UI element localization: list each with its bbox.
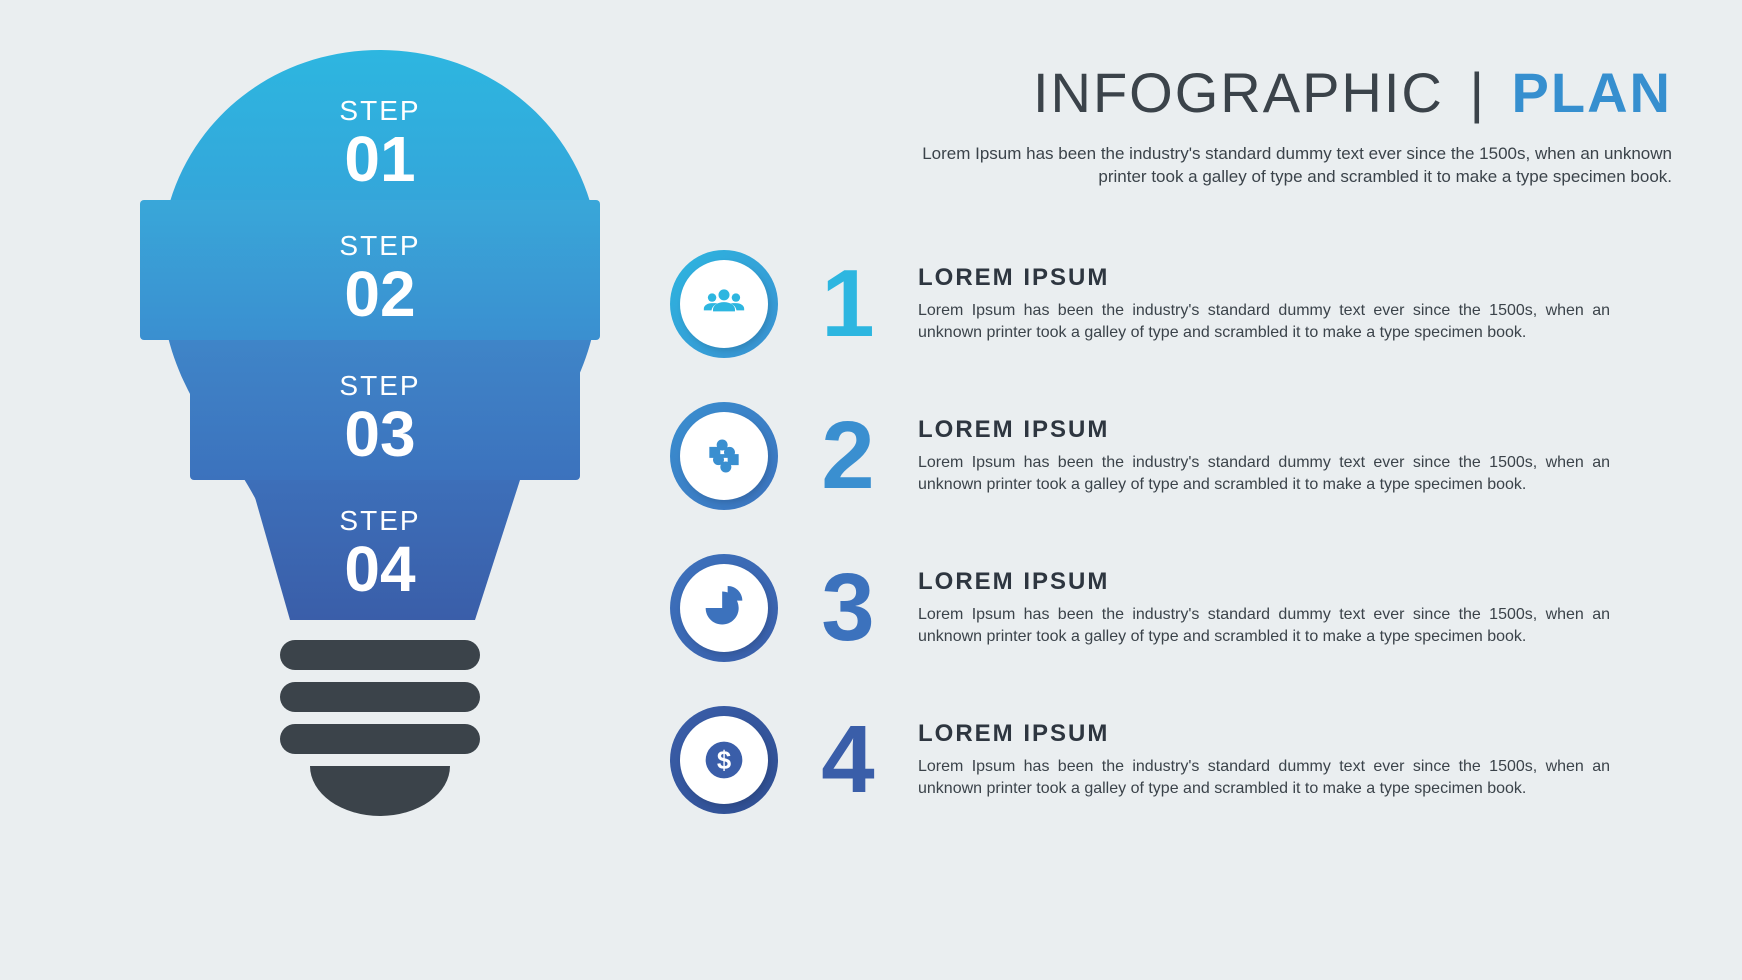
item-body: Lorem Ipsum has been the industry's stan… [918, 300, 1610, 343]
items-list: 1 LOREM IPSUM Lorem Ipsum has been the i… [670, 230, 1670, 838]
title-part1: INFOGRAPHIC [1033, 61, 1444, 124]
item-number: 3 [778, 560, 918, 656]
item-number: 2 [778, 408, 918, 504]
bulb-segment-4-label: STEP 04 [140, 505, 620, 601]
title-part2: PLAN [1512, 61, 1672, 124]
item-text: LOREM IPSUM Lorem Ipsum has been the ind… [918, 264, 1670, 343]
item-heading: LOREM IPSUM [918, 416, 1610, 444]
item-number: 1 [778, 256, 918, 352]
item-heading: LOREM IPSUM [918, 264, 1610, 292]
bulb-segment-1-label: STEP 01 [140, 95, 620, 191]
list-item: 3 LOREM IPSUM Lorem Ipsum has been the i… [670, 534, 1670, 682]
pie-chart-icon [702, 586, 746, 630]
segment-number: 01 [140, 127, 620, 191]
bulb-segment-2-label: STEP 02 [140, 230, 620, 326]
item-text: LOREM IPSUM Lorem Ipsum has been the ind… [918, 416, 1670, 495]
item-heading: LOREM IPSUM [918, 720, 1610, 748]
page-title: INFOGRAPHIC | PLAN [922, 60, 1672, 125]
dollar-icon: $ [702, 738, 746, 782]
puzzle-icon [702, 434, 746, 478]
bulb-segment-3-label: STEP 03 [140, 370, 620, 466]
item-number: 4 [778, 712, 918, 808]
list-item: 1 LOREM IPSUM Lorem Ipsum has been the i… [670, 230, 1670, 378]
list-item: $ 4 LOREM IPSUM Lorem Ipsum has been the… [670, 686, 1670, 834]
item-body: Lorem Ipsum has been the industry's stan… [918, 452, 1610, 495]
item-text: LOREM IPSUM Lorem Ipsum has been the ind… [918, 568, 1670, 647]
item-text: LOREM IPSUM Lorem Ipsum has been the ind… [918, 720, 1670, 799]
item-heading: LOREM IPSUM [918, 568, 1610, 596]
segment-number: 03 [140, 402, 620, 466]
svg-text:$: $ [717, 747, 731, 775]
item-icon-ring: $ [670, 706, 778, 814]
header: INFOGRAPHIC | PLAN Lorem Ipsum has been … [922, 60, 1672, 189]
lightbulb-infographic: STEP 01 STEP 02 STEP 03 STEP 04 [140, 50, 620, 930]
item-icon-ring [670, 250, 778, 358]
list-item: 2 LOREM IPSUM Lorem Ipsum has been the i… [670, 382, 1670, 530]
item-icon-ring [670, 554, 778, 662]
item-icon-ring [670, 402, 778, 510]
header-subtitle: Lorem Ipsum has been the industry's stan… [922, 143, 1672, 189]
segment-number: 04 [140, 537, 620, 601]
people-icon [702, 282, 746, 326]
segment-number: 02 [140, 262, 620, 326]
title-separator: | [1461, 61, 1494, 124]
item-body: Lorem Ipsum has been the industry's stan… [918, 604, 1610, 647]
item-body: Lorem Ipsum has been the industry's stan… [918, 756, 1610, 799]
